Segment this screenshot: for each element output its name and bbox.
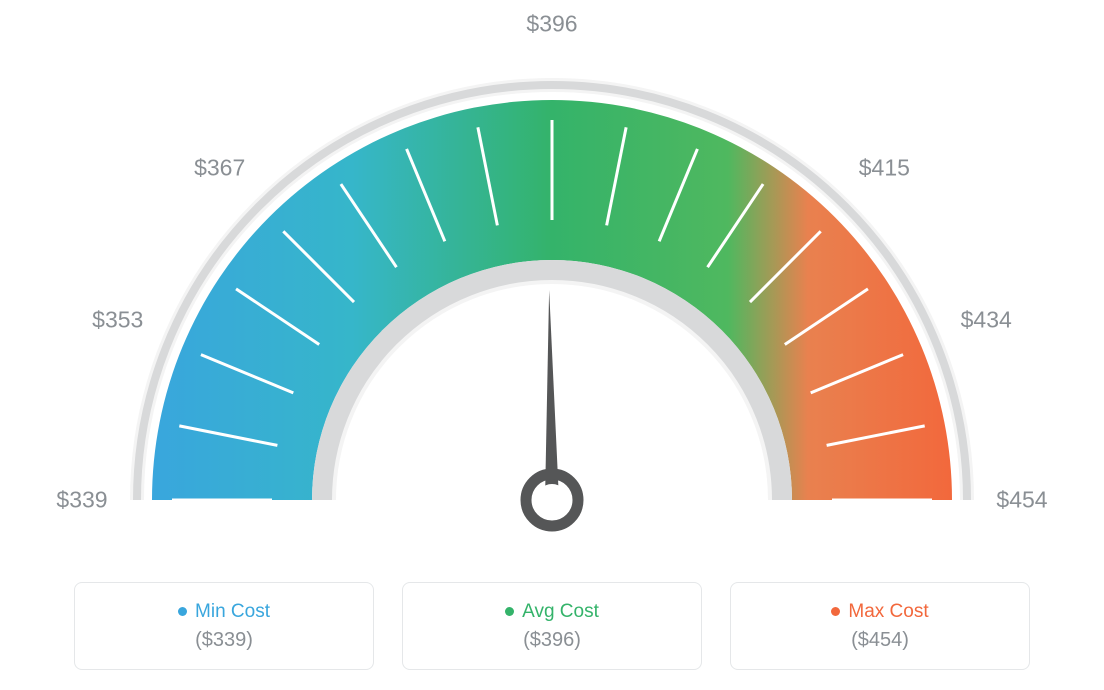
legend-dot-icon bbox=[178, 607, 187, 616]
gauge-tick-label: $353 bbox=[92, 307, 143, 334]
legend-card: Avg Cost ($396) bbox=[402, 582, 702, 670]
legend-label-row: Min Cost bbox=[178, 601, 270, 623]
gauge-tick-label: $339 bbox=[56, 487, 107, 514]
gauge-tick-label: $454 bbox=[996, 487, 1047, 514]
legend-dot-icon bbox=[831, 607, 840, 616]
gauge-svg bbox=[52, 0, 1052, 560]
legend-value: ($339) bbox=[195, 629, 253, 652]
legend-label: Min Cost bbox=[195, 601, 270, 623]
legend-card: Max Cost ($454) bbox=[730, 582, 1030, 670]
legend-value: ($454) bbox=[851, 629, 909, 652]
legend-label-row: Avg Cost bbox=[505, 601, 599, 623]
gauge-tick-label: $396 bbox=[526, 11, 577, 38]
chart-container: $339 $353 $367 $396 $415 $434 $454 Min Cost ($3… bbox=[0, 0, 1104, 690]
legend-row: Min Cost ($339) Avg Cost ($396) Max Cost ($45… bbox=[74, 582, 1030, 670]
gauge: $339 $353 $367 $396 $415 $434 $454 bbox=[52, 0, 1052, 580]
legend-card: Min Cost ($339) bbox=[74, 582, 374, 670]
legend-label: Max Cost bbox=[848, 601, 928, 623]
legend-dot-icon bbox=[505, 607, 514, 616]
legend-label-row: Max Cost bbox=[831, 601, 928, 623]
legend-label: Avg Cost bbox=[522, 601, 599, 623]
gauge-tick-label: $434 bbox=[961, 307, 1012, 334]
legend-value: ($396) bbox=[523, 629, 581, 652]
gauge-tick-label: $367 bbox=[194, 154, 245, 181]
gauge-tick-label: $415 bbox=[859, 154, 910, 181]
